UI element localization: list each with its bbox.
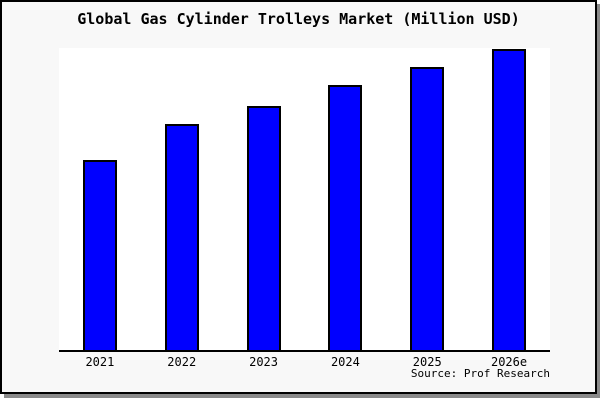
x-tick-label: 2025 [412, 355, 442, 369]
bar-2025 [410, 67, 445, 350]
x-tick-label: 2022 [167, 355, 197, 369]
bar-slot [141, 48, 223, 350]
bar-slot [304, 48, 386, 350]
bar-slot [59, 48, 141, 350]
x-axis-labels: 2021 2022 2023 2024 2025 2026e [59, 355, 550, 369]
bar-2026e [492, 49, 527, 350]
x-axis-line [59, 350, 550, 352]
bar-2022 [164, 124, 199, 350]
x-tick-label: 2023 [249, 355, 279, 369]
x-tick-label: 2021 [85, 355, 115, 369]
chart-title: Global Gas Cylinder Trolleys Market (Mil… [77, 10, 520, 28]
bar-2021 [82, 160, 117, 350]
x-tick-label: 2024 [330, 355, 360, 369]
source-credit: Source: Prof Research [410, 367, 550, 380]
x-tick-label: 2026e [490, 355, 528, 369]
bar-2023 [246, 106, 281, 350]
bar-slot [468, 48, 550, 350]
bars-container [59, 48, 550, 350]
bar-slot [386, 48, 468, 350]
bar-2024 [328, 85, 363, 350]
bar-slot [223, 48, 305, 350]
plot-area [59, 48, 550, 352]
